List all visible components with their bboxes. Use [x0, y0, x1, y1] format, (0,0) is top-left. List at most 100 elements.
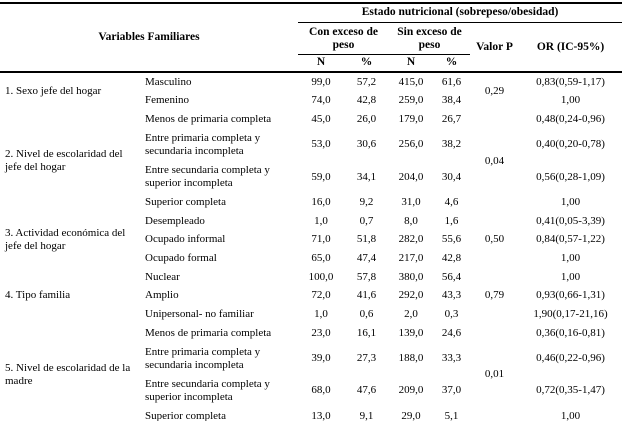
n-excess-cell: 39,0 [311, 352, 331, 365]
table-header: Variables Familiares Estado nutricional … [0, 3, 623, 72]
or-cell: 0,84(0,57-1,22) [536, 233, 605, 246]
table-row: Entre primaria completa y secundaria inc… [0, 343, 622, 375]
category-cell: Entre primaria completa y secundaria inc… [145, 131, 261, 158]
category-cell: Superior completa [145, 196, 226, 209]
group-label-cell: 1. Sexo jefe del hogar [5, 84, 102, 97]
or-header: OR (IC-95%) [536, 40, 605, 53]
or-cell: 0,83(0,59-1,17) [536, 75, 605, 88]
n-excess-cell: 68,0 [311, 384, 331, 397]
pct-noexcess-cell: 61,6 [441, 75, 462, 88]
n-excess-cell: 74,0 [311, 94, 331, 107]
or-cell: 1,00 [560, 409, 581, 421]
n-noexcess-cell: 415,0 [398, 75, 424, 88]
category-cell: Nuclear [145, 270, 180, 283]
table-row: Unipersonal- no familiar 1,0 0,6 2,0 0,3 1,90… [0, 306, 622, 325]
pct-noexcess-cell: 42,8 [441, 252, 462, 265]
n-noexcess-cell: 139,0 [398, 326, 424, 339]
header-row-groups: Con exceso de peso Sin exceso de peso Va… [0, 22, 622, 55]
n-excess-cell: 16,0 [311, 196, 331, 209]
or-cell: 1,00 [560, 196, 581, 209]
or-cell: 0,56(0,28-1,09) [536, 170, 605, 183]
n-excess-cell: 53,0 [311, 138, 331, 151]
table-row: 4. Tipo familia Nuclear 100,0 57,8 380,0 56,4… [0, 268, 622, 302]
n-noexcess-cell: 31,0 [401, 196, 421, 209]
category-cell: Ocupado informal [145, 233, 226, 246]
valor-p-cell: 0,04 [484, 154, 505, 167]
header-row-estado: Variables Familiares Estado nutricional … [0, 3, 623, 43]
or-cell: 0,48(0,24-0,96) [536, 112, 605, 125]
pct-excess-cell: 47,4 [356, 252, 377, 265]
sin-exceso-header: Sin exceso de peso [389, 22, 471, 55]
pct-noexcess-cell: 56,4 [441, 270, 462, 283]
pct-excess-cell: 30,6 [356, 138, 377, 151]
pct-noexcess-cell: 30,4 [441, 170, 462, 183]
n-excess-cell: 71,0 [311, 233, 331, 246]
n-excess-cell: 1,0 [314, 214, 328, 227]
pct-noexcess-cell: 5,1 [444, 409, 459, 421]
or-cell: 1,00 [560, 252, 581, 265]
pct-noexcess-cell: 33,3 [441, 352, 462, 365]
table-row: Femenino 74,0 42,8 259,0 38,4 1,00 [0, 92, 622, 111]
or-cell: 0,40(0,20-0,78) [536, 138, 605, 151]
pct-noexcess-cell: 24,6 [441, 326, 462, 339]
pct-excess-cell: 47,6 [356, 384, 377, 397]
pct-noexcess-cell: 1,6 [444, 214, 459, 227]
table-row: Entre secundaria completa y superior inc… [0, 161, 622, 193]
table-row: Entre primaria completa y secundaria inc… [0, 129, 622, 161]
or-cell: 0,41(0,05-3,39) [536, 214, 605, 227]
n-excess-cell: 23,0 [311, 326, 331, 339]
n-excess-cell: 99,0 [311, 75, 331, 88]
n-excess-cell: 13,0 [311, 409, 331, 421]
pct-excess-cell: 57,2 [356, 75, 377, 88]
category-cell: Ocupado formal [145, 252, 217, 265]
category-cell: Amplio [145, 289, 179, 302]
n-noexcess-cell: 259,0 [398, 94, 424, 107]
pct-header-noexcess: % [445, 56, 458, 68]
or-cell: 1,00 [560, 270, 581, 283]
group-label-cell: 3. Actividad económica del jefe del hoga… [5, 226, 126, 253]
n-excess-cell: 72,0 [311, 289, 331, 302]
n-excess-cell: 59,0 [311, 170, 331, 183]
pct-header-excess: % [360, 56, 373, 68]
pct-noexcess-cell: 26,7 [441, 112, 462, 125]
category-cell: Menos de primaria completa [145, 112, 272, 125]
n-excess-cell: 65,0 [311, 252, 331, 265]
pct-noexcess-cell: 55,6 [441, 233, 462, 246]
table-body: 1. Sexo jefe del hogar Masculino 99,0 57,2 4… [0, 72, 622, 421]
table-row: Amplio 72,0 41,6 292,0 43,3 0,93(0,66-1,31) [0, 287, 622, 306]
pct-excess-cell: 42,8 [356, 94, 377, 107]
pct-excess-cell: 9,2 [359, 196, 374, 209]
n-noexcess-cell: 380,0 [398, 270, 424, 283]
n-noexcess-cell: 8,0 [404, 214, 418, 227]
n-noexcess-cell: 292,0 [398, 289, 424, 302]
n-excess-cell: 45,0 [311, 112, 331, 125]
category-cell: Superior completa [145, 409, 226, 421]
n-noexcess-cell: 217,0 [398, 252, 424, 265]
n-noexcess-cell: 29,0 [401, 409, 421, 421]
table-row: 3. Actividad económica del jefe del hoga… [0, 212, 622, 252]
table-row: Entre secundaria completa y superior inc… [0, 375, 622, 407]
group-label-cell: 4. Tipo familia [5, 289, 71, 302]
category-cell: Femenino [145, 94, 189, 107]
category-cell: Entre secundaria completa y superior inc… [145, 377, 270, 404]
n-noexcess-cell: 2,0 [404, 308, 418, 321]
pct-excess-cell: 51,8 [356, 233, 377, 246]
or-cell: 1,00 [560, 94, 581, 107]
pct-excess-cell: 34,1 [356, 170, 377, 183]
table-row: Ocupado formal 65,0 47,4 217,0 42,8 1,00 [0, 250, 622, 269]
pct-noexcess-cell: 4,6 [444, 196, 459, 209]
pct-noexcess-cell: 43,3 [441, 289, 462, 302]
pct-excess-cell: 0,7 [359, 214, 374, 227]
n-excess-cell: 100,0 [308, 270, 334, 283]
estado-nutricional-header: Estado nutricional (sobrepeso/obesidad) [298, 3, 623, 23]
variables-familiares-header: Variables Familiares [98, 31, 200, 43]
n-header-noexcess: N [406, 56, 416, 68]
table-row: 1. Sexo jefe del hogar Masculino 99,0 57,2 4… [0, 72, 622, 97]
n-noexcess-cell: 188,0 [398, 352, 424, 365]
pct-excess-cell: 16,1 [356, 326, 377, 339]
table-row: 2. Nivel de escolaridad del jefe del hog… [0, 110, 622, 173]
n-noexcess-cell: 209,0 [398, 384, 424, 397]
category-cell: Entre secundaria completa y superior inc… [145, 163, 270, 190]
